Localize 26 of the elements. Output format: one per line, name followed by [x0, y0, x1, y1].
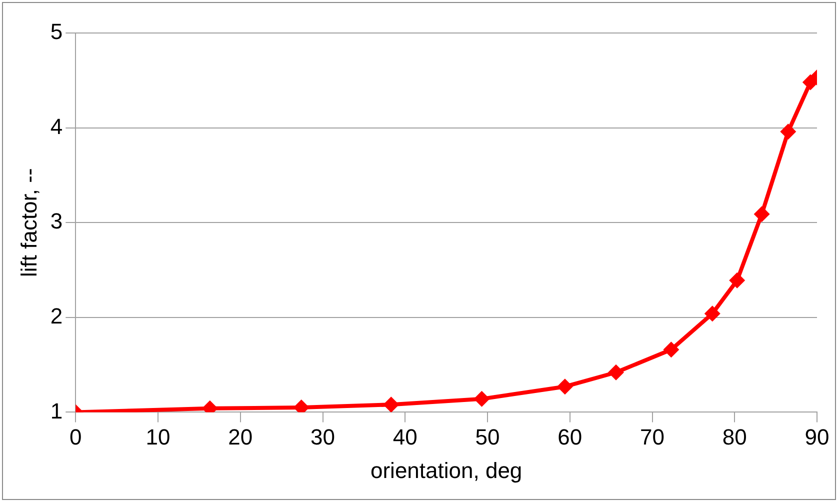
point [704, 306, 720, 322]
point [663, 342, 680, 358]
point [383, 396, 400, 412]
y-axis-title: lift factor, -- [16, 168, 42, 277]
point [608, 364, 624, 380]
x-tick-label: 90 [804, 424, 830, 450]
y-tick-label: 2 [50, 303, 63, 328]
point [780, 124, 796, 140]
x-tick-label: 0 [70, 424, 82, 450]
y-tick-label: 5 [50, 19, 63, 44]
x-tick-label: 50 [475, 424, 500, 450]
y-tick-label: 3 [50, 208, 63, 234]
y-tick-label: 1 [50, 398, 63, 424]
x-tick-label: 30 [310, 424, 335, 450]
point [729, 272, 746, 288]
point [556, 378, 573, 395]
x-axis-title: orientation, deg [370, 458, 522, 483]
y-tick-label: 4 [50, 114, 63, 139]
x-tick-label: 10 [146, 424, 170, 450]
point [474, 390, 490, 407]
x-tick-label: 20 [228, 424, 253, 450]
x-tick-label: 70 [640, 424, 664, 450]
x-tick-label: 80 [722, 424, 747, 450]
point [754, 206, 770, 222]
x-tick-label: 40 [392, 424, 418, 450]
x-tick-label: 60 [558, 424, 582, 450]
